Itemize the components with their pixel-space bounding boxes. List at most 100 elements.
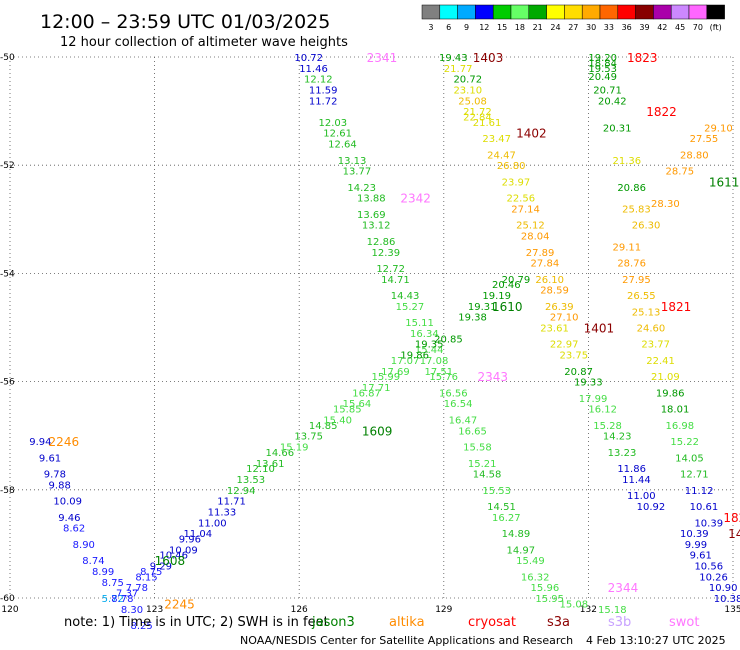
swh-value: 20.85 xyxy=(434,334,463,345)
color-swatch xyxy=(599,4,619,20)
swh-value: 21.09 xyxy=(651,372,680,383)
swh-value: 10.39 xyxy=(680,529,709,540)
swh-value: 10.56 xyxy=(694,562,723,573)
swh-value: 16.32 xyxy=(521,572,550,583)
swh-value: 22.84 xyxy=(463,113,492,124)
swh-value: 29.10 xyxy=(704,123,733,134)
swh-value: 15.22 xyxy=(670,437,699,448)
color-scale-label: 18 xyxy=(515,23,525,32)
swh-value: 9.96 xyxy=(179,534,201,545)
swh-value: 27.84 xyxy=(531,259,560,270)
swh-value: 28.59 xyxy=(540,286,569,297)
swh-value: 16.27 xyxy=(492,513,521,524)
swh-value: 14.71 xyxy=(381,275,410,286)
swh-value: 9.29 xyxy=(150,562,172,573)
swh-value: 11.71 xyxy=(217,497,246,508)
swh-value: 11.12 xyxy=(685,486,714,497)
swh-value: 25.83 xyxy=(622,204,651,215)
track-label: 2246 xyxy=(49,435,80,449)
swh-value: 15.18 xyxy=(598,605,627,616)
generated-timestamp: 4 Feb 13:10:27 UTC 2025 xyxy=(586,634,726,647)
swh-value: 19.31 xyxy=(468,302,497,313)
x-tick-label: 126 xyxy=(291,605,308,615)
track-label: 1402 xyxy=(516,127,547,141)
color-scale-label: 36 xyxy=(622,23,632,32)
track-label: 1610 xyxy=(492,300,523,314)
color-scale-label: 33 xyxy=(604,23,614,32)
swh-value: 8.78 xyxy=(111,594,133,605)
track-label: 14 xyxy=(728,527,740,541)
swh-value: 23.61 xyxy=(540,324,569,335)
color-swatch xyxy=(475,4,494,20)
swh-value: 15.44 xyxy=(415,345,444,356)
swh-value: 13.12 xyxy=(362,221,391,232)
y-tick-label: -58 xyxy=(0,486,15,496)
swh-value: 12.12 xyxy=(304,75,333,86)
swh-value: 25.12 xyxy=(516,221,545,232)
swh-value: 19.86 xyxy=(400,351,429,362)
color-swatch xyxy=(617,4,636,20)
color-swatch xyxy=(439,4,458,20)
swh-value: 12.10 xyxy=(246,464,275,475)
swh-value: 10.39 xyxy=(694,518,723,529)
track-label: 1401 xyxy=(584,322,615,336)
swh-value: 15.40 xyxy=(323,415,352,426)
color-swatch xyxy=(510,4,530,20)
swh-value: 19.43 xyxy=(439,53,468,64)
color-scale-label: 6 xyxy=(446,23,451,32)
x-tick-label: 120 xyxy=(1,605,18,615)
track-labels: 2341 2342 2343 2344 1608 1609 1610 1611 1401 1402… xyxy=(49,51,740,611)
satellite-legend-entry: jason3 xyxy=(311,615,355,630)
swh-value: 13.75 xyxy=(294,432,323,443)
swh-value: 13.88 xyxy=(357,194,386,205)
swh-value: 12.86 xyxy=(367,237,396,248)
color-swatch xyxy=(653,4,672,20)
swh-value: 9.78 xyxy=(44,470,66,481)
color-scale-label: 24 xyxy=(550,23,560,32)
swh-value: 15.64 xyxy=(343,399,372,410)
color-scale-label: 70 xyxy=(693,23,703,32)
track-label: 1824 xyxy=(723,511,740,525)
swh-value: 14.51 xyxy=(487,502,516,513)
color-scale-label: 15 xyxy=(497,23,507,32)
swh-value: 28.04 xyxy=(521,232,550,243)
color-scale-legend: 3 6 9 12 15 18 21 24 27 30 33 36 39 42 45 70 (ft) xyxy=(421,4,725,32)
swh-value: 26.39 xyxy=(545,302,574,313)
swh-value: 23.97 xyxy=(502,177,531,188)
swh-value: 15.85 xyxy=(333,405,362,416)
swh-value: 15.19 xyxy=(280,443,309,454)
chart-title: 12:00 – 23:59 UTC 01/03/2025 xyxy=(40,11,330,33)
swh-value: 22.97 xyxy=(550,340,579,351)
swh-value: 11.44 xyxy=(622,475,651,486)
swh-value: 24.60 xyxy=(637,324,666,335)
color-swatch xyxy=(564,4,583,20)
swh-value: 26.80 xyxy=(497,161,526,172)
satellite-legend-entry: cryosat xyxy=(468,615,516,630)
swh-value: 8.15 xyxy=(135,572,157,583)
satellite-legend-entry: s3b xyxy=(608,615,631,630)
swh-value: 13.23 xyxy=(608,448,637,459)
swh-value: 16.98 xyxy=(666,421,695,432)
swh-value: 20.87 xyxy=(564,367,593,378)
color-swatch xyxy=(546,4,565,20)
swh-value: 19.38 xyxy=(458,313,487,324)
y-tick-label: -50 xyxy=(0,53,15,63)
swh-value: 22.56 xyxy=(506,194,535,205)
swh-value: 27.10 xyxy=(550,313,579,324)
swh-value: 7.37 xyxy=(116,589,138,600)
track-label: 1611 xyxy=(709,175,740,189)
swh-value: 14.66 xyxy=(265,448,294,459)
x-tick-label: 135 xyxy=(724,605,740,615)
satellite-legend-entry: swot xyxy=(669,615,699,630)
swh-value: 16.56 xyxy=(439,388,468,399)
color-swatch xyxy=(457,4,476,20)
swh-value: 15.21 xyxy=(468,459,497,470)
chart-axes: 120 123 126 129 132 135 -50 -52 -54 -56 -58 -60 xyxy=(0,53,740,615)
swh-value: 20.79 xyxy=(502,275,531,286)
swh-value: 20.72 xyxy=(453,75,482,86)
swh-value: 7.78 xyxy=(126,583,148,594)
swh-value: 19.35 xyxy=(415,340,444,351)
credit-line: NOAA/NESDIS Center for Satellite Applica… xyxy=(240,634,573,647)
swh-value: 23.75 xyxy=(559,351,588,362)
swh-value: 8.62 xyxy=(63,524,85,535)
